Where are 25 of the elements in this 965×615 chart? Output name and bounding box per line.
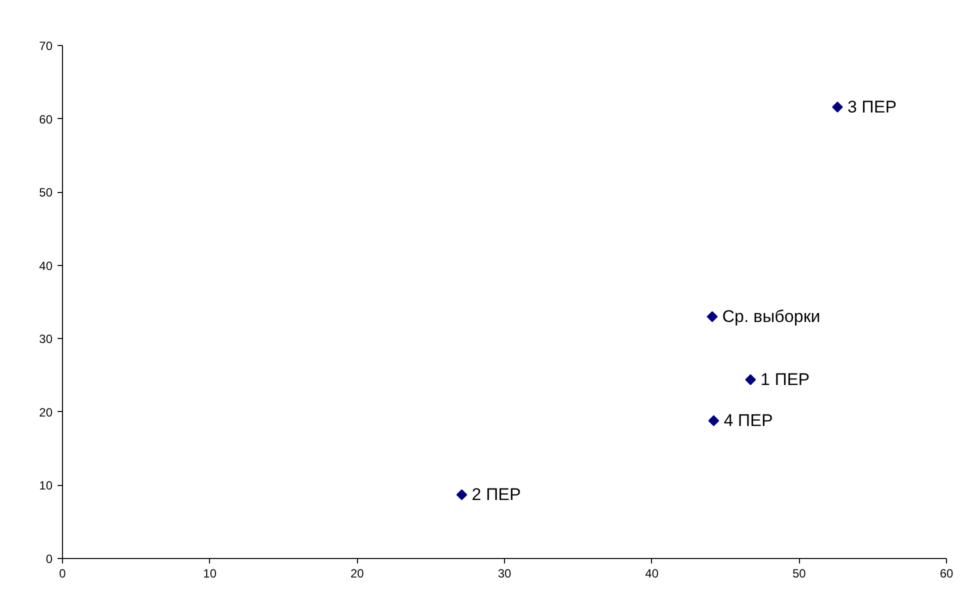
x-tick-label: 20 — [350, 566, 364, 580]
y-tick-label: 0 — [46, 552, 53, 566]
point — [745, 374, 756, 386]
annotation: 3 ПЕР — [847, 98, 897, 117]
y-tick-label: 30 — [39, 332, 53, 346]
annotation: 2 ПЕР — [472, 485, 521, 504]
x-tick-label: 10 — [203, 566, 217, 580]
y-tick-label: 20 — [39, 405, 53, 420]
annotation: Ср. выборки — [722, 307, 820, 326]
y-tick-label: 40 — [39, 258, 53, 273]
y-tick-label: 60 — [39, 112, 53, 126]
x-tick-label: 30 — [498, 566, 512, 580]
x-tick-label: 50 — [792, 566, 806, 580]
y-tick-label: 50 — [39, 186, 53, 200]
x-tick-label: 60 — [940, 566, 954, 580]
y-tick-label: 70 — [39, 39, 53, 53]
annotation: 4 ПЕР — [724, 411, 773, 430]
annotation: 1 ПЕР — [760, 370, 810, 390]
x-tick-label: 40 — [645, 566, 659, 580]
y-tick-label: 10 — [39, 478, 53, 493]
point — [832, 102, 843, 113]
x-tick-label: 0 — [59, 566, 66, 580]
point — [456, 489, 468, 500]
point — [706, 311, 718, 322]
point — [708, 415, 720, 426]
